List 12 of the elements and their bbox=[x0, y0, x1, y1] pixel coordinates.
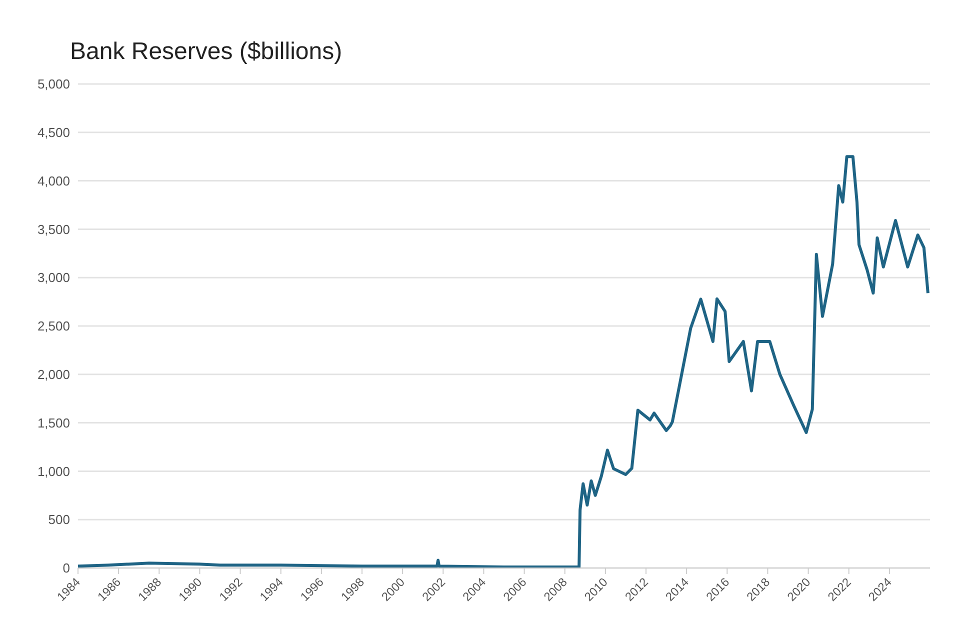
chart-title: Bank Reserves ($billions) bbox=[70, 38, 342, 66]
y-tick-label: 5,000 bbox=[37, 76, 70, 92]
y-tick-label: 3,500 bbox=[37, 222, 70, 237]
y-tick-label: 4,000 bbox=[37, 173, 70, 188]
y-tick-label: 2,500 bbox=[37, 318, 70, 334]
y-tick-label: 2,000 bbox=[37, 367, 70, 382]
y-tick-label: 1,000 bbox=[37, 464, 70, 479]
y-tick-label: 0 bbox=[62, 560, 70, 576]
y-tick-label: 3,000 bbox=[37, 270, 70, 286]
y-tick-label: 1,500 bbox=[37, 415, 70, 430]
y-tick-label: 500 bbox=[48, 512, 70, 528]
y-tick-label: 4,500 bbox=[37, 125, 70, 140]
